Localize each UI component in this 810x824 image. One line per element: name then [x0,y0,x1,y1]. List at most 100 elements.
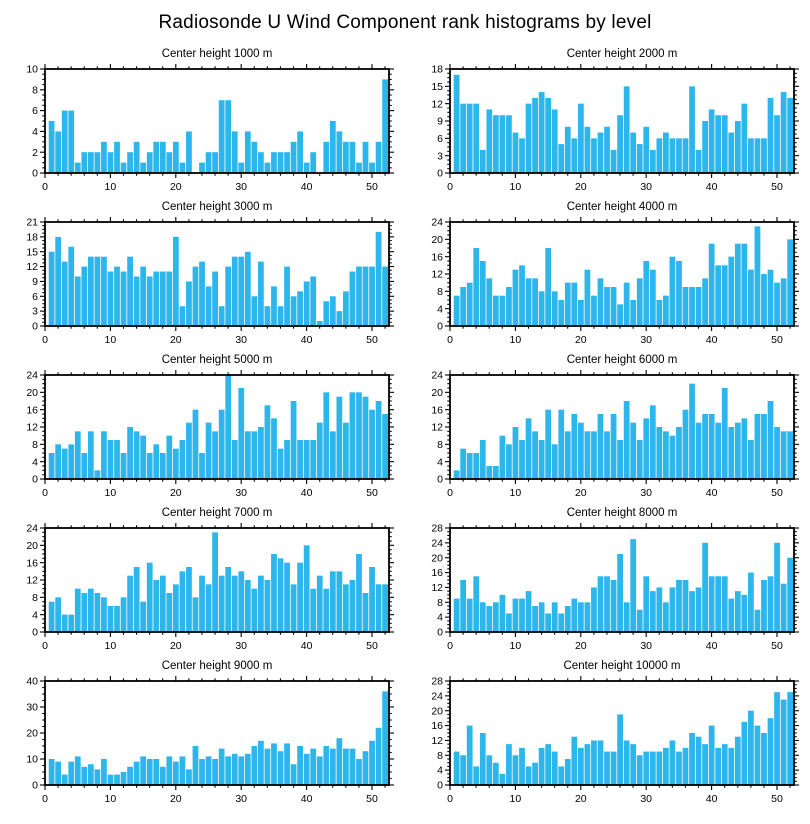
svg-text:20: 20 [26,728,38,740]
svg-text:16: 16 [431,251,443,263]
svg-text:30: 30 [640,793,652,805]
svg-text:28: 28 [431,523,443,535]
svg-text:8: 8 [437,439,443,451]
svg-text:10: 10 [510,487,522,499]
svg-text:12: 12 [26,261,38,273]
svg-text:10: 10 [105,793,117,805]
svg-text:40: 40 [706,181,718,193]
svg-text:16: 16 [431,720,443,732]
svg-text:0: 0 [447,181,453,193]
svg-text:20: 20 [431,552,443,564]
svg-text:0: 0 [437,321,443,333]
subplot-8000m: Center height 8000 m 0 10 20 30 40 50 0 4 8 12 16 2… [405,505,810,658]
svg-text:0: 0 [32,780,38,792]
svg-text:12: 12 [26,422,38,434]
svg-text:0: 0 [42,487,48,499]
subplot-4000m: Center height 4000 m 0 10 20 30 40 50 0 4 8 12 16 2… [405,199,810,352]
svg-text:4: 4 [437,456,443,468]
svg-text:20: 20 [170,487,182,499]
svg-text:50: 50 [771,181,783,193]
svg-text:20: 20 [431,387,443,399]
svg-text:50: 50 [366,793,378,805]
subplot-1000m: Center height 1000 m 0 10 20 30 40 50 0 2 4 6 8 10 [0,46,405,199]
svg-text:30: 30 [235,487,247,499]
svg-text:40: 40 [706,640,718,652]
svg-text:0: 0 [447,487,453,499]
svg-text:20: 20 [431,234,443,246]
svg-text:20: 20 [26,540,38,552]
subplot-title-2000m: Center height 2000 m [566,48,678,60]
subplot-title-3000m: Center height 3000 m [161,201,273,213]
svg-text:4: 4 [437,612,443,624]
svg-text:0: 0 [447,334,453,346]
subplot-title-1000m: Center height 1000 m [161,48,273,60]
svg-text:20: 20 [170,793,182,805]
svg-text:30: 30 [640,334,652,346]
svg-text:0: 0 [437,627,443,639]
histogram-8000m: 0 10 20 30 40 50 0 4 8 12 16 20 24 28 [431,523,799,652]
subplot-title-10000m: Center height 10000 m [563,660,681,672]
svg-text:50: 50 [771,487,783,499]
svg-text:6: 6 [437,133,443,145]
svg-text:24: 24 [431,217,443,229]
svg-text:0: 0 [32,168,38,180]
svg-text:24: 24 [26,523,38,535]
svg-text:15: 15 [26,246,38,258]
svg-text:30: 30 [235,334,247,346]
svg-text:50: 50 [366,640,378,652]
svg-text:0: 0 [42,181,48,193]
subplot-9000m: Center height 9000 m 0 10 20 30 40 50 0 10 20 30 4… [0,658,405,811]
subplot-7000m: Center height 7000 m 0 10 20 30 40 50 0 4 8 12 16 2… [0,505,405,658]
svg-text:30: 30 [640,640,652,652]
svg-text:8: 8 [32,439,38,451]
svg-text:40: 40 [301,334,313,346]
svg-text:12: 12 [26,575,38,587]
subplot-3000m: Center height 3000 m 0 10 20 30 40 50 0 3 6 9 12 15… [0,199,405,352]
svg-text:0: 0 [437,474,443,486]
subplot-title-5000m: Center height 5000 m [161,354,273,366]
svg-text:9: 9 [32,276,38,288]
subplot-title-8000m: Center height 8000 m [566,507,678,519]
subplot-title-4000m: Center height 4000 m [566,201,678,213]
svg-text:0: 0 [437,780,443,792]
histogram-6000m: 0 10 20 30 40 50 0 4 8 12 16 20 24 [431,370,799,499]
svg-text:40: 40 [26,676,38,688]
svg-text:10: 10 [105,181,117,193]
svg-text:10: 10 [26,754,38,766]
svg-text:28: 28 [431,676,443,688]
svg-text:20: 20 [431,705,443,717]
svg-text:0: 0 [42,334,48,346]
svg-text:50: 50 [366,181,378,193]
svg-text:6: 6 [32,291,38,303]
svg-text:20: 20 [575,487,587,499]
svg-text:24: 24 [26,370,38,382]
histogram-2000m: 0 10 20 30 40 50 0 3 6 9 12 15 18 [431,64,799,193]
histogram-9000m: 0 10 20 30 40 50 0 10 20 30 40 [26,676,394,805]
svg-text:50: 50 [366,487,378,499]
chart-grid: Center height 1000 m 0 10 20 30 40 50 0 2 4 6 8 10 … [0,46,810,811]
svg-text:30: 30 [235,640,247,652]
svg-text:0: 0 [32,627,38,639]
subplot-2000m: Center height 2000 m 0 10 20 30 40 50 0 3 6 9 12 15… [405,46,810,199]
svg-text:0: 0 [32,321,38,333]
svg-text:20: 20 [575,181,587,193]
svg-text:30: 30 [640,181,652,193]
svg-text:40: 40 [301,640,313,652]
svg-text:24: 24 [431,537,443,549]
svg-text:12: 12 [431,269,443,281]
svg-text:8: 8 [32,592,38,604]
subplot-6000m: Center height 6000 m 0 10 20 30 40 50 0 4 8 12 16 2… [405,352,810,505]
subplot-5000m: Center height 5000 m 0 10 20 30 40 50 0 4 8 12 16 2… [0,352,405,505]
svg-text:16: 16 [431,404,443,416]
svg-text:16: 16 [26,557,38,569]
histogram-10000m: 0 10 20 30 40 50 0 4 8 12 16 20 24 28 [431,676,799,805]
svg-text:3: 3 [32,306,38,318]
svg-text:15: 15 [431,81,443,93]
histogram-4000m: 0 10 20 30 40 50 0 4 8 12 16 20 24 [431,217,799,346]
svg-text:40: 40 [301,487,313,499]
svg-text:50: 50 [771,793,783,805]
svg-text:10: 10 [105,334,117,346]
svg-text:0: 0 [447,793,453,805]
svg-text:40: 40 [706,793,718,805]
svg-text:24: 24 [431,690,443,702]
